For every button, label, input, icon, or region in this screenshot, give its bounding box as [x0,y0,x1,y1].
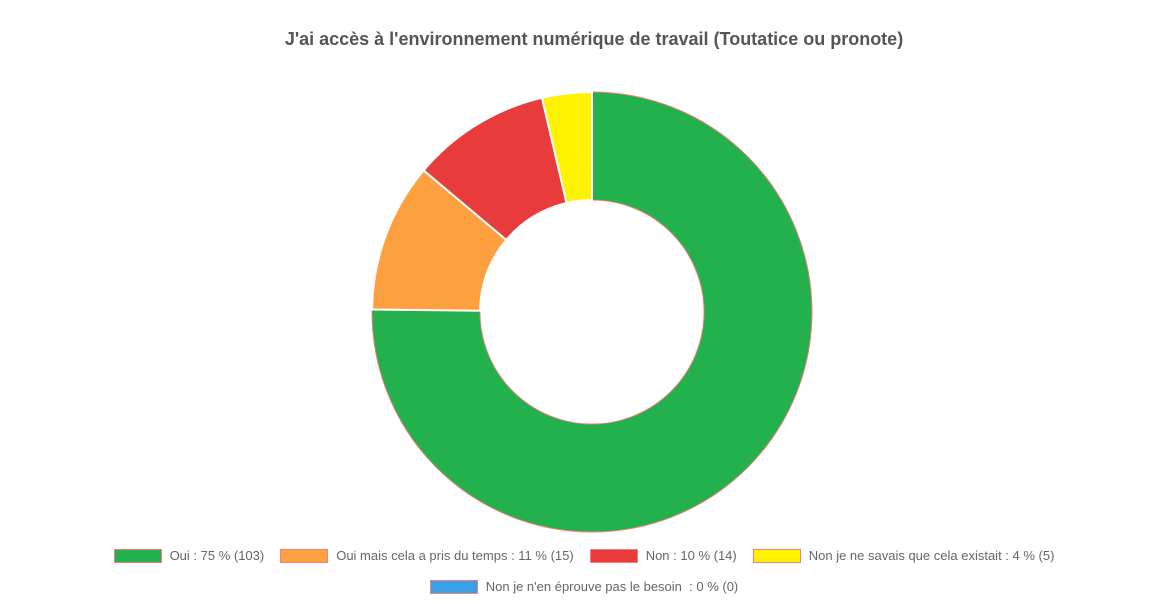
legend-item[interactable]: Non : 10 % (14) [589,548,737,563]
legend-swatch [113,548,162,563]
legend-label: Non je n'en éprouve pas le besoin : 0 % … [485,579,739,594]
legend-label: Non : 10 % (14) [645,548,737,563]
legend-label: Non je ne savais que cela existait : 4 %… [808,548,1055,563]
legend-swatch [589,548,638,563]
legend-item[interactable]: Non je n'en éprouve pas le besoin : 0 % … [429,579,739,594]
legend-swatch [280,548,329,563]
slice [371,91,813,533]
legend-label: Oui : 75 % (103) [169,548,265,563]
chart-title: J'ai accès à l'environnement numérique d… [284,29,904,49]
legend-swatch [752,548,801,563]
legend-item[interactable]: Non je ne savais que cela existait : 4 %… [752,548,1055,563]
legend: Oui : 75 % (103) Oui mais cela a pris du … [40,548,1128,594]
legend-label: Oui mais cela a pris du temps : 11 % (15… [336,548,574,563]
legend-item[interactable]: Oui : 75 % (103) [113,548,265,563]
legend-swatch [429,579,478,594]
legend-item[interactable]: Oui mais cela a pris du temps : 11 % (15… [280,548,574,563]
chart [371,90,813,533]
